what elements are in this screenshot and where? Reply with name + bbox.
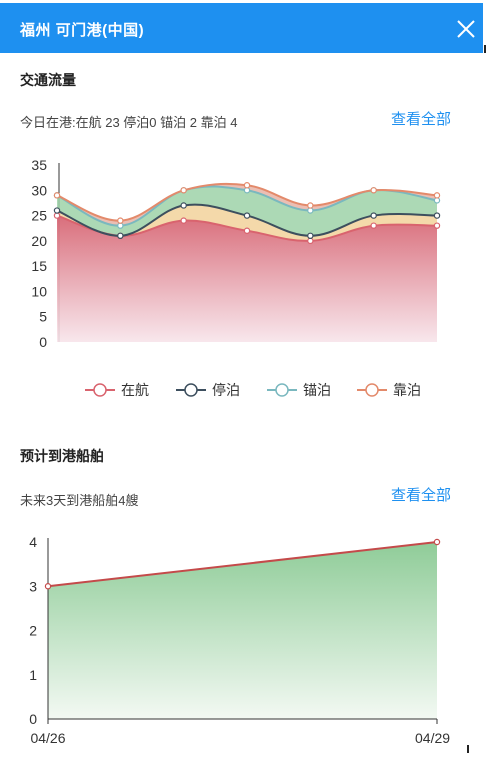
data-point-underway[interactable] [307,237,314,245]
data-point-berthed[interactable] [433,192,441,199]
data-point-moored[interactable] [433,212,441,219]
y-tick-label: 2 [29,623,37,639]
y-tick-label: 30 [31,182,47,198]
data-point-underway[interactable] [433,222,441,229]
area-anchored [57,186,437,236]
expected-view-all-link[interactable]: 查看全部 [391,487,452,504]
legend-line-circle-icon [176,383,206,397]
data-point-moored[interactable] [53,207,61,214]
area-underway [57,215,437,342]
legend-line-circle-icon [357,383,387,397]
data-point-berthed[interactable] [307,202,314,209]
expected-area [48,542,437,719]
data-point-moored[interactable] [370,212,377,219]
data-point-underway[interactable] [243,227,251,234]
x-tick-label: 04/26 [30,730,65,746]
legend-label: 在航 [121,382,149,398]
data-point-moored[interactable] [117,232,124,240]
port-title: 福州 可门港(中国) [20,22,145,39]
y-tick-label: 1 [29,667,37,683]
traffic-chart-legend: 在航 停泊 锚泊 靠泊 [0,376,483,404]
edge-marker [484,45,486,53]
x-tick-label: 04/29 [415,730,450,746]
data-point-anchored[interactable] [117,222,124,229]
close-button[interactable] [452,15,480,43]
data-point-moored[interactable] [180,202,187,209]
y-tick-label: 0 [39,334,47,350]
data-point-underway[interactable] [53,212,61,219]
data-point-underway[interactable] [180,217,187,224]
expected-arrivals-chart: 0 1 2 3 4 04/26 04/29 [29,534,450,746]
y-tick-label: 5 [39,309,47,325]
y-tick-label: 25 [31,208,47,224]
legend-item-anchored[interactable]: 锚泊 [267,376,331,404]
data-point-anchored[interactable] [243,187,251,194]
legend-item-moored[interactable]: 停泊 [176,376,240,404]
data-point[interactable] [433,538,441,546]
data-point-anchored[interactable] [433,197,441,204]
legend-item-underway[interactable]: 在航 [85,376,149,404]
panel-header: 福州 可门港(中国) [0,3,483,53]
traffic-view-all-link[interactable]: 查看全部 [391,111,452,128]
area-moored [57,204,437,241]
y-tick-label: 10 [31,283,47,299]
y-tick-label: 4 [29,534,37,550]
legend-label: 锚泊 [303,382,331,398]
y-tick-label: 35 [31,157,47,173]
y-tick-label: 15 [31,258,47,274]
legend-item-berthed[interactable]: 靠泊 [357,376,421,404]
data-point-moored[interactable] [243,212,251,219]
data-point-berthed[interactable] [180,187,187,194]
legend-label: 停泊 [212,382,240,398]
close-icon [457,20,475,38]
data-point-anchored[interactable] [307,207,314,214]
legend-label: 靠泊 [393,382,421,398]
data-point-underway[interactable] [370,222,377,229]
traffic-section-title: 交通流量 [20,72,76,88]
expected-line [47,541,438,588]
traffic-summary: 今日在港:在航 23 停泊0 锚泊 2 靠泊 4 [20,115,238,130]
data-point-berthed[interactable] [53,192,61,199]
data-point[interactable] [44,583,52,590]
legend-line-circle-icon [267,383,297,397]
legend-line-circle-icon [85,383,115,397]
data-point-berthed[interactable] [370,187,377,194]
data-point-berthed[interactable] [117,217,124,224]
y-tick-label: 3 [29,578,37,594]
y-tick-label: 0 [29,711,37,727]
traffic-flow-chart: 0 5 10 15 20 25 30 35 [31,157,441,350]
expected-section-title: 预计到港船舶 [20,448,104,464]
data-point-moored[interactable] [307,232,314,240]
edge-marker [467,745,469,753]
y-tick-label: 20 [31,233,47,249]
data-point-berthed[interactable] [243,182,251,189]
expected-summary: 未来3天到港船舶4艘 [20,493,139,508]
